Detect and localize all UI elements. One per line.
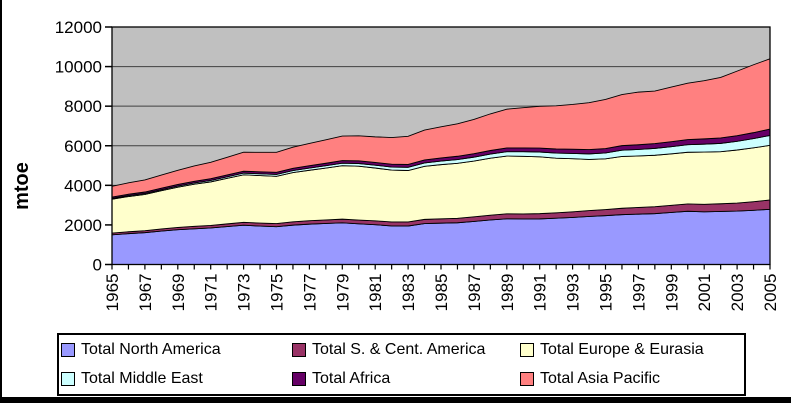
legend-item-s-cent-america: Total S. & Cent. America	[292, 340, 520, 358]
x-tick-label: 2003	[728, 274, 747, 312]
legend-item-middle-east: Total Middle East	[61, 371, 292, 387]
y-axis-title: mtoe	[11, 162, 33, 210]
x-tick-label: 1989	[498, 274, 517, 312]
x-tick-label: 1975	[268, 274, 287, 312]
y-tick-label: 6000	[64, 137, 102, 156]
legend-swatch-asia-pacific	[520, 372, 534, 387]
legend-swatch-north-america	[61, 342, 75, 357]
x-tick-label: 1983	[399, 274, 418, 312]
legend-item-africa: Total Africa	[292, 371, 520, 387]
x-tick-label: 1969	[169, 274, 188, 312]
legend-swatch-europe-eurasia	[520, 342, 534, 357]
chart-legend: Total North America Total S. & Cent. Ame…	[57, 333, 746, 396]
legend-label-middle-east: Total Middle East	[81, 370, 203, 388]
window-bottom-edge	[0, 397, 791, 403]
y-tick-label: 10000	[55, 58, 102, 77]
y-tick-label: 12000	[55, 18, 102, 37]
legend-label-s-cent-america: Total S. & Cent. America	[312, 340, 486, 358]
x-tick-label: 1995	[597, 274, 616, 312]
window-left-edge	[0, 0, 2, 403]
y-tick-label: 4000	[64, 176, 102, 195]
x-tick-label: 1981	[366, 274, 385, 312]
x-tick-label: 1977	[300, 274, 319, 312]
x-tick-label: 1973	[235, 274, 254, 312]
x-tick-label: 2001	[695, 274, 714, 312]
x-tick-label: 1967	[136, 274, 155, 312]
x-tick-label: 1985	[432, 274, 451, 312]
x-tick-label: 1987	[465, 274, 484, 312]
legend-label-africa: Total Africa	[312, 370, 391, 388]
legend-item-north-america: Total North America	[61, 340, 292, 358]
legend-label-asia-pacific: Total Asia Pacific	[540, 370, 661, 388]
legend-item-europe-eurasia: Total Europe & Eurasia	[520, 340, 744, 358]
y-tick-label: 8000	[64, 97, 102, 116]
y-tick-label: 2000	[64, 216, 102, 235]
x-tick-label: 1979	[333, 274, 352, 312]
x-tick-label: 2005	[761, 274, 780, 312]
legend-swatch-s-cent-america	[292, 342, 306, 357]
x-tick-label: 1971	[202, 274, 221, 312]
stacked-area-chart: 0 2000 4000 6000 8000 10000 12000 1965 1967 1969 1…	[11, 18, 780, 312]
x-tick-label: 1999	[662, 274, 681, 312]
legend-label-europe-eurasia: Total Europe & Eurasia	[540, 340, 704, 358]
legend-item-asia-pacific: Total Asia Pacific	[520, 371, 744, 387]
x-tick-label: 1993	[564, 274, 583, 312]
x-tick-label: 1991	[531, 274, 550, 312]
x-tick-label: 1997	[629, 274, 648, 312]
legend-swatch-middle-east	[61, 372, 75, 387]
legend-label-north-america: Total North America	[81, 340, 221, 358]
y-tick-label: 0	[93, 256, 102, 275]
legend-swatch-africa	[292, 372, 306, 387]
x-tick-label: 1965	[103, 274, 122, 312]
